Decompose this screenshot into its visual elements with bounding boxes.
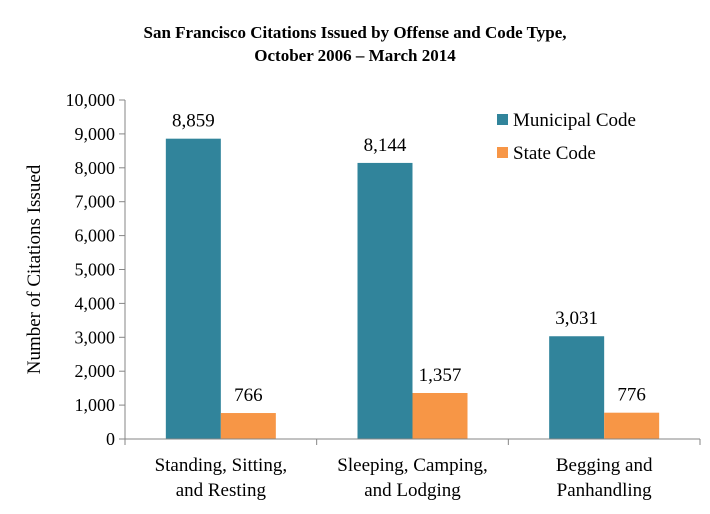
x-category-label: and Resting	[176, 480, 267, 501]
data-label-municipal: 8,144	[364, 135, 407, 156]
legend: Municipal Code State Code	[497, 110, 636, 164]
chart-title-line: October 2006 – March 2014	[254, 46, 456, 65]
data-label-municipal: 8,859	[172, 111, 215, 132]
y-axis-title: Number of Citations Issued	[24, 164, 45, 374]
x-category-label: and Lodging	[364, 480, 461, 501]
data-label-state: 766	[234, 385, 263, 406]
x-category-label: Sleeping, Camping,	[337, 455, 487, 476]
data-label-state: 1,357	[419, 365, 462, 386]
legend-swatch-state	[497, 147, 508, 158]
bar-state	[220, 413, 276, 439]
legend-label-state: State Code	[513, 143, 596, 164]
bars	[165, 138, 660, 439]
y-tick-label: 3,000	[75, 327, 116, 347]
x-category-label: Panhandling	[557, 480, 652, 501]
x-category-label: Begging and	[556, 455, 653, 476]
legend-label-municipal: Municipal Code	[513, 110, 636, 131]
bar-municipal	[357, 162, 413, 439]
data-label-state: 776	[617, 385, 646, 406]
bar-state	[412, 392, 468, 439]
bar-state	[604, 412, 660, 439]
y-tick-label: 8,000	[75, 158, 116, 178]
y-tick-label: 5,000	[75, 260, 116, 280]
data-label-municipal: 3,031	[555, 308, 598, 329]
legend-swatch-municipal	[497, 114, 508, 125]
chart-title: San Francisco Citations Issued by Offens…	[143, 23, 566, 65]
chart-title-line: San Francisco Citations Issued by Offens…	[143, 23, 566, 42]
bar-municipal	[549, 336, 605, 439]
y-tick-label: 1,000	[75, 395, 116, 415]
bar-municipal	[165, 138, 221, 439]
y-tick-label: 10,000	[66, 90, 116, 110]
y-tick-label: 0	[106, 429, 115, 449]
y-tick-label: 6,000	[75, 226, 116, 246]
y-tick-label: 9,000	[75, 124, 116, 144]
y-tick-label: 2,000	[75, 361, 116, 381]
y-axis: 0 1,000 2,000 3,000 4,000 5,000 6,000 7,000 8,00…	[24, 90, 126, 449]
x-category-label: Standing, Sitting,	[155, 455, 288, 476]
y-tick-label: 4,000	[75, 293, 116, 313]
y-tick-label: 7,000	[75, 192, 116, 212]
data-labels: 8,859 766 8,144 1,357 3,031 776	[172, 111, 646, 406]
x-axis: Standing, Sitting, and Resting Sleeping, C…	[124, 438, 701, 501]
